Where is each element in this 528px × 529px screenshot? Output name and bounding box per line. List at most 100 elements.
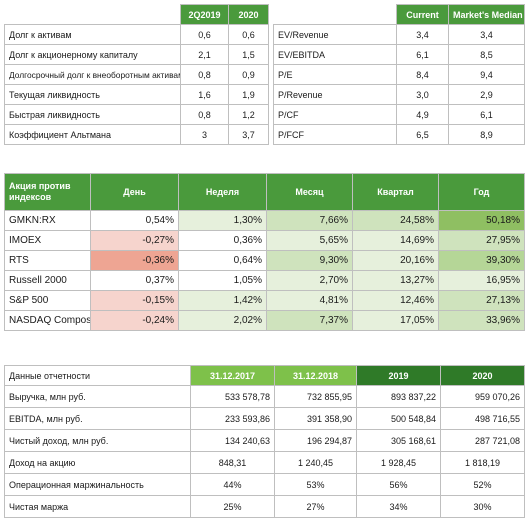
table-row: P/FCF 6,5 8,9 <box>273 124 525 145</box>
row-value: 53% <box>274 473 357 496</box>
row-value: 3,0 <box>396 84 449 105</box>
row-value: 287 721,08 <box>440 429 525 452</box>
row-value: 34% <box>356 495 441 518</box>
row-value: 1,2 <box>228 104 269 125</box>
row-value: 893 837,22 <box>356 385 441 408</box>
row-value: 134 240,63 <box>190 429 275 452</box>
row-value: 4,9 <box>396 104 449 125</box>
row-value: 0,8 <box>180 64 229 85</box>
index-change-cell: 16,95% <box>438 270 525 291</box>
index-change-cell: 12,46% <box>352 290 439 311</box>
table-row: NASDAQ Composite-0,24%2,02%7,37%17,05%33… <box>4 310 525 331</box>
row-label: P/CF <box>273 104 397 125</box>
index-change-cell: 7,66% <box>266 210 353 231</box>
row-value: 30% <box>440 495 525 518</box>
index-name: RTS <box>4 250 91 271</box>
index-change-cell: 27,13% <box>438 290 525 311</box>
financials-header-2018: 31.12.2018 <box>274 365 357 386</box>
row-label: Быстрая ликвидность <box>4 104 181 125</box>
indices-header-quarter: Квартал <box>352 173 439 211</box>
row-value: 1 928,45 <box>356 451 441 474</box>
debt-header-2020: 2020 <box>228 4 269 25</box>
row-value: 2,9 <box>448 84 525 105</box>
index-change-cell: 0,54% <box>90 210 179 231</box>
row-value: 0,6 <box>180 24 229 45</box>
row-value: 6,5 <box>396 124 449 145</box>
multiples-table: Current Market's Median EV/Revenue 3,4 3… <box>273 4 525 145</box>
row-value: 9,4 <box>448 64 525 85</box>
row-value: 391 358,90 <box>274 407 357 430</box>
index-change-cell: 14,69% <box>352 230 439 251</box>
debt-header-row: 2Q2019 2020 <box>4 4 269 25</box>
table-row: Долг к активам 0,6 0,6 <box>4 24 269 45</box>
index-change-cell: 5,65% <box>266 230 353 251</box>
row-label: P/Revenue <box>273 84 397 105</box>
table-row: Долгосрочный долг к внеоборотным активам… <box>4 64 269 85</box>
row-value: 1,6 <box>180 84 229 105</box>
index-change-cell: 2,02% <box>178 310 267 331</box>
row-value: 1,9 <box>228 84 269 105</box>
row-value: 44% <box>190 473 275 496</box>
table-row: Доход на акцию 848,31 1 240,45 1 928,45 1 81… <box>4 451 525 474</box>
index-change-cell: 20,16% <box>352 250 439 271</box>
index-name: NASDAQ Composite <box>4 310 91 331</box>
index-change-cell: 24,58% <box>352 210 439 231</box>
row-value: 1 818,19 <box>440 451 525 474</box>
debt-header-blank <box>4 4 181 25</box>
table-row: P/CF 4,9 6,1 <box>273 104 525 125</box>
row-value: 8,5 <box>448 44 525 65</box>
table-row: IMOEX -0,27% 0,36% 5,65% 14,69% 27,95% <box>4 230 525 251</box>
stock-vs-indices-table: Акция против индексов День Неделя Месяц … <box>4 173 525 331</box>
multiples-header-row: Current Market's Median <box>273 4 525 25</box>
row-label: Коэффициент Альтмана <box>4 124 181 145</box>
index-change-cell: 2,70% <box>266 270 353 291</box>
financials-header-row: Данные отчетности 31.12.2017 31.12.2018 … <box>4 365 525 386</box>
index-change-cell: -0,36% <box>90 250 179 271</box>
row-value: 233 593,86 <box>190 407 275 430</box>
row-label: Выручка, млн руб. <box>4 385 191 408</box>
index-change-cell: 0,37% <box>90 270 179 291</box>
row-value: 3,4 <box>396 24 449 45</box>
row-value: 25% <box>190 495 275 518</box>
index-change-cell: 27,95% <box>438 230 525 251</box>
index-name: S&P 500 <box>4 290 91 311</box>
multiples-header-median: Market's Median <box>448 4 525 25</box>
index-change-cell: -0,24% <box>90 310 179 331</box>
row-value: 0,9 <box>228 64 269 85</box>
financials-header-2017: 31.12.2017 <box>190 365 275 386</box>
row-value: 6,1 <box>448 104 525 125</box>
row-value: 8,4 <box>396 64 449 85</box>
row-label: Операционная маржинальность <box>4 473 191 496</box>
table-row: Долг к акционерному капиталу 2,1 1,5 <box>4 44 269 65</box>
row-value: 498 716,55 <box>440 407 525 430</box>
row-value: 500 548,84 <box>356 407 441 430</box>
debt-ratios-table: 2Q2019 2020 Долг к активам 0,6 0,6 Долг … <box>4 4 269 145</box>
row-label: Долг к акционерному капиталу <box>4 44 181 65</box>
table-row: Текущая ликвидность 1,6 1,9 <box>4 84 269 105</box>
index-change-cell: 9,30% <box>266 250 353 271</box>
index-change-cell: 0,36% <box>178 230 267 251</box>
table-row: RTS -0,36% 0,64% 9,30% 20,16% 39,30% <box>4 250 525 271</box>
table-row: P/E 8,4 9,4 <box>273 64 525 85</box>
row-label: Текущая ликвидность <box>4 84 181 105</box>
row-label: EV/Revenue <box>273 24 397 45</box>
index-change-cell: 17,05% <box>352 310 439 331</box>
financials-header-label: Данные отчетности <box>4 365 191 386</box>
row-value: 56% <box>356 473 441 496</box>
indices-header-day: День <box>90 173 179 211</box>
row-value: 52% <box>440 473 525 496</box>
table-row: Чистая маржа 25% 27% 34% 30% <box>4 495 525 518</box>
row-value: 533 578,78 <box>190 385 275 408</box>
table-row: GMKN:RX 0,54% 1,30% 7,66% 24,58% 50,18% <box>4 210 525 231</box>
row-value: 3,7 <box>228 124 269 145</box>
table-row: S&P 500 -0,15% 1,42% 4,81% 12,46% 27,13% <box>4 290 525 311</box>
row-label: EBITDA, млн руб. <box>4 407 191 430</box>
indices-header-title: Акция против индексов <box>4 173 91 211</box>
index-change-cell: 0,64% <box>178 250 267 271</box>
index-change-cell: 1,05% <box>178 270 267 291</box>
row-value: 27% <box>274 495 357 518</box>
table-row: EBITDA, млн руб. 233 593,86 391 358,90 500 … <box>4 407 525 430</box>
table-row: EV/Revenue 3,4 3,4 <box>273 24 525 45</box>
index-change-cell: 1,42% <box>178 290 267 311</box>
row-value: 2,1 <box>180 44 229 65</box>
